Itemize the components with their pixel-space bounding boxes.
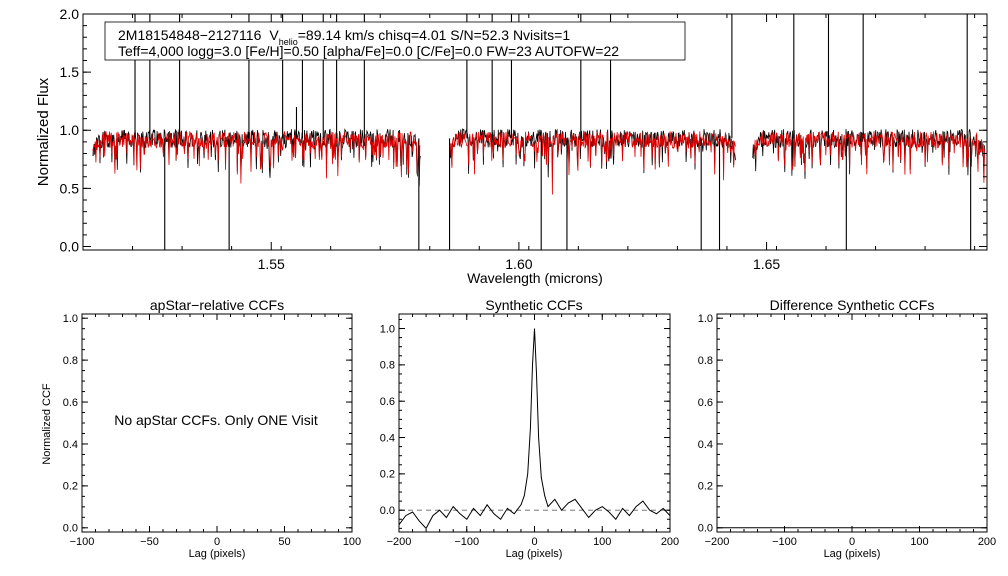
spectrum-model-line-1 [449, 130, 736, 195]
x-tick-label: 1.65 [753, 256, 780, 272]
difference-ccf-frame [716, 313, 988, 533]
spectrum-x-label: Wavelength (microns) [467, 270, 603, 286]
apstar-ccf-panel: apStar−relative CCFs −100 −50 0 50 100 0.0 0.2… [41, 297, 361, 560]
x-tick-label: 1.60 [505, 256, 532, 272]
x-tick-label: 100 [343, 536, 361, 548]
legend-v-symbol: V [269, 27, 279, 43]
y-tick-label: 0.4 [63, 439, 78, 451]
x-tick-label: 50 [278, 536, 290, 548]
x-tick-label: 200 [661, 536, 679, 548]
y-tick-label: 1.0 [698, 313, 713, 325]
x-tick-label: 0 [849, 536, 855, 548]
difference-ccf-panel: Difference Synthetic CCFs −200 −100 0 100 20… [698, 297, 996, 560]
x-tick-label: 0 [531, 536, 537, 548]
difference-ccf-x-label: Lag (pixels) [824, 548, 881, 560]
x-tick-label: 1.55 [258, 256, 285, 272]
y-tick-label: 1.0 [60, 122, 80, 138]
spectrum-legend: 2M18154848−2127116 Vhelio=89.14 km/s chis… [104, 21, 686, 61]
spectrum-y-label: Normalized Flux [35, 77, 52, 186]
y-tick-label: 0.6 [698, 397, 713, 409]
y-tick-label: 1.0 [63, 313, 78, 325]
apstar-ccf-title: apStar−relative CCFs [150, 297, 284, 313]
x-tick-label: −50 [140, 536, 159, 548]
spectrum-model-line-0 [92, 130, 421, 184]
x-tick-label: −100 [70, 536, 95, 548]
spectrum-model-line-2 [752, 131, 985, 183]
y-tick-label: 0.0 [63, 523, 78, 535]
y-tick-label: 0.4 [380, 432, 395, 444]
x-tick-label: 100 [593, 536, 611, 548]
synthetic-ccf-plot-area [398, 328, 671, 530]
difference-ccf-ticks: −200 −100 0 100 200 0.0 0.2 0.4 0.6 0.8 1.0 [698, 313, 996, 548]
y-tick-label: 0.4 [698, 439, 713, 451]
synthetic-ccf-panel: Synthetic CCFs −200 −100 0 100 200 0.0 0.2 0.4 0… [380, 297, 679, 560]
legend-box [104, 21, 686, 61]
apstar-ccf-annotation: No apStar CCFs. Only ONE Visit [114, 412, 318, 428]
y-tick-label: 0.8 [698, 355, 713, 367]
legend-stats: =89.14 km/s chisq=4.01 S/N=52.3 Nvisits=… [298, 27, 571, 43]
x-tick-label: −100 [454, 536, 479, 548]
synthetic-ccf-frame [398, 313, 671, 533]
legend-v-subscript: helio [279, 37, 298, 47]
y-tick-label: 0.0 [60, 238, 80, 254]
x-tick-label: 100 [910, 536, 928, 548]
y-tick-label: 0.0 [380, 505, 395, 517]
spectrum-frame [82, 13, 988, 251]
y-tick-label: 0.2 [380, 469, 395, 481]
synthetic-ccf-title: Synthetic CCFs [485, 297, 582, 313]
apstar-ccf-frame [81, 313, 353, 533]
spectrum-observed-line-2 [752, 129, 985, 180]
legend-star-id: 2M18154848−2127116 [118, 27, 262, 43]
x-tick-label: 200 [978, 536, 996, 548]
x-tick-label: −200 [705, 536, 730, 548]
y-tick-label: 0.5 [60, 180, 80, 196]
apstar-ccf-y-label: Normalized CCF [41, 383, 53, 465]
y-tick-label: 0.6 [63, 397, 78, 409]
y-tick-label: 0.8 [63, 355, 78, 367]
spectrum-panel: 1.55 1.60 1.65 0.0 0.5 1.0 1.5 2.0 Normalized F… [35, 6, 988, 286]
x-tick-label: −200 [387, 536, 412, 548]
spectrum-observed-line-0 [92, 128, 421, 187]
y-tick-label: 0.8 [380, 360, 395, 372]
apstar-ccf-ticks: −100 −50 0 50 100 0.0 0.2 0.4 0.6 0.8 1.0 [63, 313, 361, 548]
synthetic-ccf-x-label: Lag (pixels) [506, 548, 563, 560]
x-tick-label: −100 [772, 536, 797, 548]
y-tick-label: 1.5 [60, 64, 80, 80]
y-tick-label: 0.6 [380, 396, 395, 408]
legend-line-1: 2M18154848−2127116 Vhelio=89.14 km/s chis… [118, 27, 570, 47]
y-tick-label: 0.2 [63, 481, 78, 493]
y-tick-label: 0.2 [698, 481, 713, 493]
y-tick-label: 1.0 [380, 323, 395, 335]
apstar-ccf-x-label: Lag (pixels) [189, 548, 246, 560]
y-tick-label: 2.0 [60, 6, 80, 22]
y-tick-label: 0.0 [698, 523, 713, 535]
synthetic-ccf-ticks: −200 −100 0 100 200 0.0 0.2 0.4 0.6 0.8 1.0 [380, 314, 679, 548]
difference-ccf-title: Difference Synthetic CCFs [770, 297, 935, 313]
synthetic-ccf-line [398, 328, 671, 530]
x-tick-label: 0 [214, 536, 220, 548]
legend-line-2: Teff=4,000 logg=3.0 [Fe/H]=0.50 [alpha/F… [118, 43, 619, 59]
